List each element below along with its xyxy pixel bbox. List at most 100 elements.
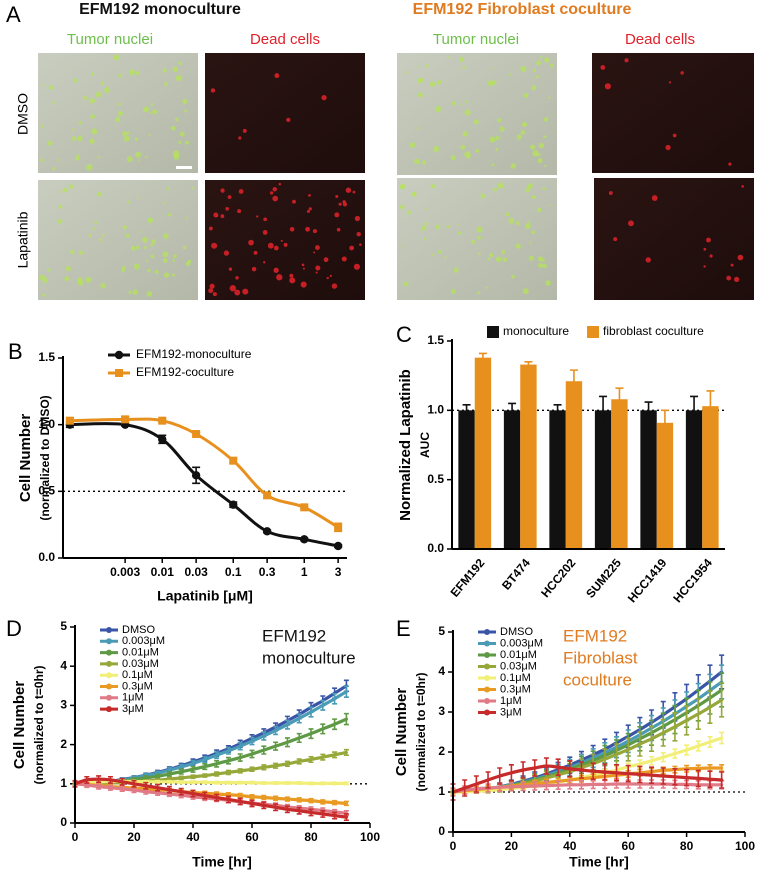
cell-speck bbox=[600, 65, 606, 70]
cell-speck bbox=[187, 259, 192, 264]
cell-speck bbox=[665, 144, 671, 151]
cell-speck bbox=[42, 278, 48, 284]
cell-speck bbox=[289, 273, 294, 278]
row-label: DMSO bbox=[15, 93, 31, 135]
cell-speck bbox=[356, 231, 361, 237]
cell-speck bbox=[491, 163, 495, 167]
cell-speck bbox=[182, 98, 188, 104]
cell-speck bbox=[142, 106, 149, 113]
cell-speck bbox=[213, 212, 219, 218]
cell-speck bbox=[172, 273, 176, 277]
x-tick-label: 0.1 bbox=[225, 565, 242, 579]
cell-speck bbox=[78, 120, 82, 125]
marker bbox=[262, 527, 272, 536]
error-bar bbox=[690, 395, 699, 425]
cell-speck bbox=[162, 251, 169, 258]
x-tick-label: 60 bbox=[245, 830, 259, 844]
cell-speck bbox=[242, 288, 249, 295]
cell-speck bbox=[542, 259, 545, 263]
channel-label: Dead cells bbox=[625, 31, 695, 48]
cell-speck bbox=[531, 85, 537, 91]
cell-speck bbox=[113, 54, 120, 61]
cell-speck bbox=[57, 158, 61, 162]
legend-label: 1μM bbox=[122, 692, 144, 704]
cell-speck bbox=[58, 204, 63, 209]
cell-speck bbox=[163, 258, 168, 263]
cell-speck bbox=[40, 158, 44, 162]
cell-speck bbox=[132, 289, 138, 295]
cell-speck bbox=[466, 154, 471, 159]
group-title: EFM192 Fibroblast coculture bbox=[413, 1, 632, 18]
cell-speck bbox=[65, 265, 71, 272]
legend-label: 0.3μM bbox=[500, 683, 531, 695]
cell-speck bbox=[465, 100, 469, 104]
y-tick-label: 1 bbox=[60, 776, 67, 790]
cell-speck bbox=[349, 245, 354, 251]
y-axis-label: Cell Number bbox=[17, 414, 34, 503]
cell-speck bbox=[178, 140, 182, 144]
x-tick-label: 20 bbox=[127, 830, 141, 844]
cell-speck bbox=[730, 263, 734, 267]
cell-speck bbox=[212, 292, 217, 297]
cell-speck bbox=[458, 56, 464, 62]
legend-marker bbox=[106, 672, 112, 679]
cell-speck bbox=[313, 251, 316, 254]
error-bar bbox=[553, 403, 562, 417]
cell-speck bbox=[353, 263, 360, 270]
cell-speck bbox=[354, 215, 361, 222]
cell-speck bbox=[508, 217, 515, 224]
bar bbox=[520, 364, 537, 549]
cell-speck bbox=[104, 86, 111, 94]
y-tick-label: 5 bbox=[60, 619, 67, 633]
annotation: EFM192 bbox=[563, 626, 627, 645]
annotation: Fibroblast bbox=[563, 648, 638, 667]
cell-speck bbox=[456, 223, 459, 226]
cell-speck bbox=[359, 243, 362, 246]
cell-speck bbox=[416, 65, 419, 68]
cell-speck bbox=[228, 267, 233, 271]
x-tick-label: 0.003 bbox=[110, 565, 140, 579]
panel-label: C bbox=[396, 322, 412, 347]
cell-speck bbox=[147, 217, 154, 224]
x-tick-label: HCC1419 bbox=[625, 556, 670, 606]
micrograph bbox=[205, 180, 365, 300]
bar bbox=[503, 410, 521, 549]
legend-marker bbox=[484, 652, 490, 658]
cell-speck bbox=[734, 276, 740, 283]
cell-speck bbox=[302, 267, 305, 270]
cell-speck bbox=[273, 267, 279, 273]
x-tick-label: 0 bbox=[450, 839, 457, 853]
legend-label: fibroblast coculture bbox=[603, 324, 704, 338]
cell-speck bbox=[450, 155, 456, 161]
y-tick-label: 4 bbox=[438, 664, 445, 678]
cell-speck bbox=[170, 125, 176, 131]
cell-speck bbox=[273, 245, 279, 251]
marker bbox=[333, 541, 343, 551]
cell-speck bbox=[417, 78, 422, 84]
marker bbox=[229, 500, 238, 509]
x-tick-label: 0 bbox=[72, 830, 79, 844]
cell-speck bbox=[423, 237, 426, 241]
cell-speck bbox=[493, 187, 497, 192]
cell-speck bbox=[75, 156, 80, 161]
cell-speck bbox=[444, 256, 447, 259]
cell-speck bbox=[531, 195, 536, 200]
cell-speck bbox=[477, 236, 482, 240]
legend-label: 0.3μM bbox=[122, 680, 153, 692]
cell-speck bbox=[150, 102, 154, 106]
y-tick-label: 0.0 bbox=[38, 550, 55, 564]
cell-speck bbox=[182, 245, 187, 250]
legend-label: 0.01μM bbox=[500, 649, 537, 661]
cell-speck bbox=[406, 210, 411, 215]
cell-speck bbox=[608, 191, 613, 195]
cell-speck bbox=[85, 276, 92, 283]
cell-speck bbox=[424, 222, 428, 226]
cell-speck bbox=[478, 252, 481, 255]
cell-speck bbox=[480, 194, 486, 199]
cell-speck bbox=[613, 237, 618, 242]
legend-swatch bbox=[487, 326, 499, 338]
series bbox=[65, 415, 343, 533]
cell-speck bbox=[497, 118, 502, 123]
cell-speck bbox=[464, 109, 471, 116]
cell-speck bbox=[121, 269, 125, 273]
